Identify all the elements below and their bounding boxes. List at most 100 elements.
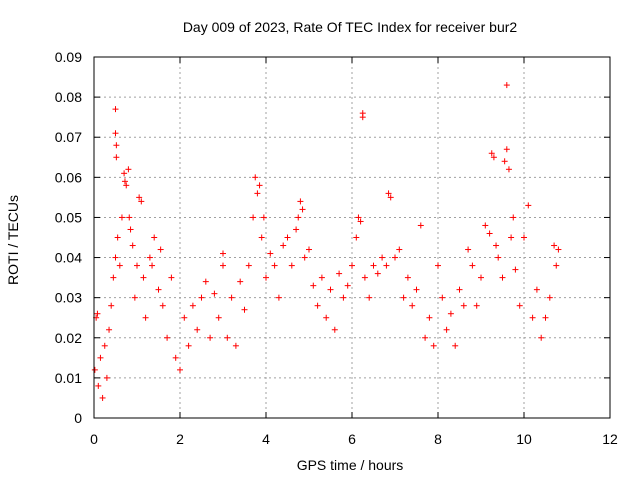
data-point [366,294,373,301]
data-point [112,254,119,261]
data-point [121,170,128,177]
data-point [228,294,235,301]
data-point [503,146,510,153]
data-point [149,262,156,269]
data-point [417,222,424,229]
data-point [353,234,360,241]
x-tick-labels: 0 2 4 6 8 10 12 [90,431,618,447]
data-point [101,342,108,349]
data-point [198,294,205,301]
data-point [113,142,120,149]
data-point [555,246,562,253]
data-point [385,190,392,197]
data-point [224,334,231,341]
data-point [194,326,201,333]
data-point [164,334,171,341]
data-point [254,190,261,197]
data-point [355,214,362,221]
data-point [465,246,472,253]
data-point [349,262,355,269]
data-point [138,198,145,205]
data-point [284,234,291,241]
data-point [486,230,493,237]
data-point [155,286,162,293]
data-points [91,82,562,401]
y-axis-label: ROTI / TECUs [5,195,21,285]
y-tick-labels: 0 0.01 0.02 0.03 0.04 0.05 0.06 0.07 0.08 0.09 [55,49,82,426]
data-point [525,202,532,209]
data-point [396,246,403,253]
data-point [106,326,113,333]
data-point [237,278,244,285]
data-point [521,234,527,241]
data-point [443,326,450,333]
data-point [267,250,274,257]
grid-lines [94,57,610,418]
data-point [456,286,463,293]
data-point [510,214,517,221]
y-tick-label: 0 [74,410,82,426]
data-point [202,278,209,285]
data-point [404,274,411,281]
y-tick-label: 0.09 [55,49,82,65]
data-point [379,254,386,261]
data-point [121,178,128,185]
data-point [473,302,480,309]
x-tick-label: 12 [602,431,618,447]
data-point [185,342,192,349]
data-point [263,274,269,281]
data-point [220,262,226,269]
data-point [280,242,287,249]
data-point [140,274,147,281]
data-point [409,302,416,309]
y-tick-label: 0.05 [55,209,82,225]
data-point [508,234,515,241]
data-point [91,366,98,373]
data-point [370,262,377,269]
data-point [301,254,308,261]
y-tick-label: 0.08 [55,89,82,105]
data-point [189,302,196,309]
data-point [181,314,188,321]
data-point [499,274,506,281]
data-point [493,242,500,249]
data-point [344,282,351,289]
y-tick-label: 0.02 [55,330,82,346]
data-point [538,334,545,341]
data-point [275,294,282,301]
data-point [387,194,394,201]
data-point [252,174,259,181]
data-point [112,106,119,113]
data-point [95,382,102,389]
data-point [546,294,553,301]
data-point [207,334,214,341]
data-point [331,326,338,333]
data-point [215,314,222,321]
data-point [114,234,121,241]
data-point [505,166,512,173]
data-point [232,342,239,349]
y-tick-label: 0.04 [55,250,82,266]
data-point [469,262,476,269]
data-point [97,354,104,361]
data-point [533,286,540,293]
data-point [123,182,130,189]
x-axis-label: GPS time / hours [297,457,404,473]
x-tick-label: 10 [516,431,532,447]
data-point [357,218,364,225]
data-point [336,270,343,277]
data-point [374,270,381,277]
data-point [288,262,295,269]
data-point [125,166,132,173]
data-point [245,262,252,269]
x-tick-label: 0 [90,431,98,447]
data-point [306,246,312,253]
x-tick-label: 6 [348,431,356,447]
data-point [512,266,519,273]
data-point [177,366,183,373]
data-point [220,250,226,257]
data-point [129,242,136,249]
y-tick-label: 0.07 [55,129,82,145]
data-point [211,290,218,297]
data-point [310,282,317,289]
